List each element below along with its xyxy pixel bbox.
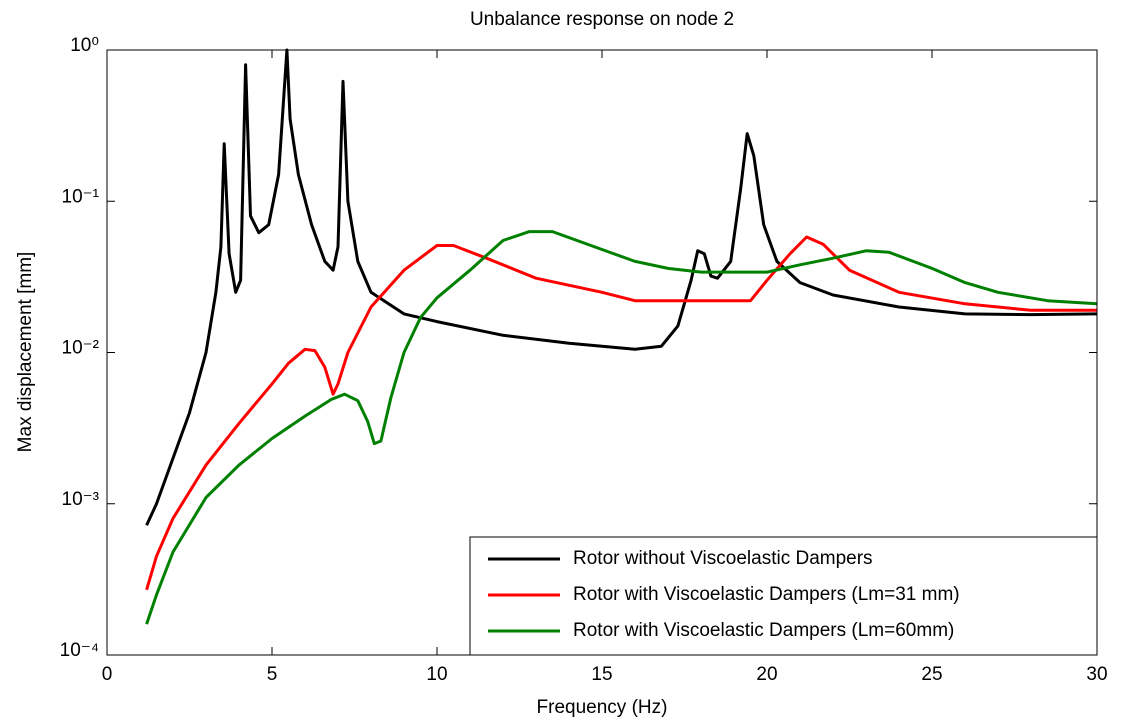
x-tick-label: 25 [921,664,942,685]
x-tick-label: 0 [102,664,113,685]
y-tick-label: 10⁻³ [62,489,100,510]
series-line [145,230,1098,625]
y-tick-label: 10⁻⁴ [60,640,99,661]
y-tick-label: 10⁻² [62,338,100,359]
x-axis-label: Frequency (Hz) [537,697,668,718]
x-tick-label: 10 [426,664,447,685]
x-tick-label: 30 [1086,664,1107,685]
y-axis-label: Max displacement [mm] [15,252,36,453]
y-tick-label: 10⁻¹ [62,186,100,207]
legend-label: Rotor with Viscoelastic Dampers (Lm=31 m… [573,584,960,605]
x-tick-label: 20 [756,664,777,685]
series-line [145,235,1097,591]
legend-label: Rotor with Viscoelastic Dampers (Lm=60mm… [573,620,954,641]
chart-title: Unbalance response on node 2 [470,9,734,30]
x-tick-label: 5 [267,664,278,685]
legend-label: Rotor without Viscoelastic Dampers [573,548,873,569]
y-tick-label: 10⁰ [70,35,99,56]
series-line [145,48,1098,526]
x-tick-label: 15 [591,664,612,685]
legend [469,536,1098,656]
